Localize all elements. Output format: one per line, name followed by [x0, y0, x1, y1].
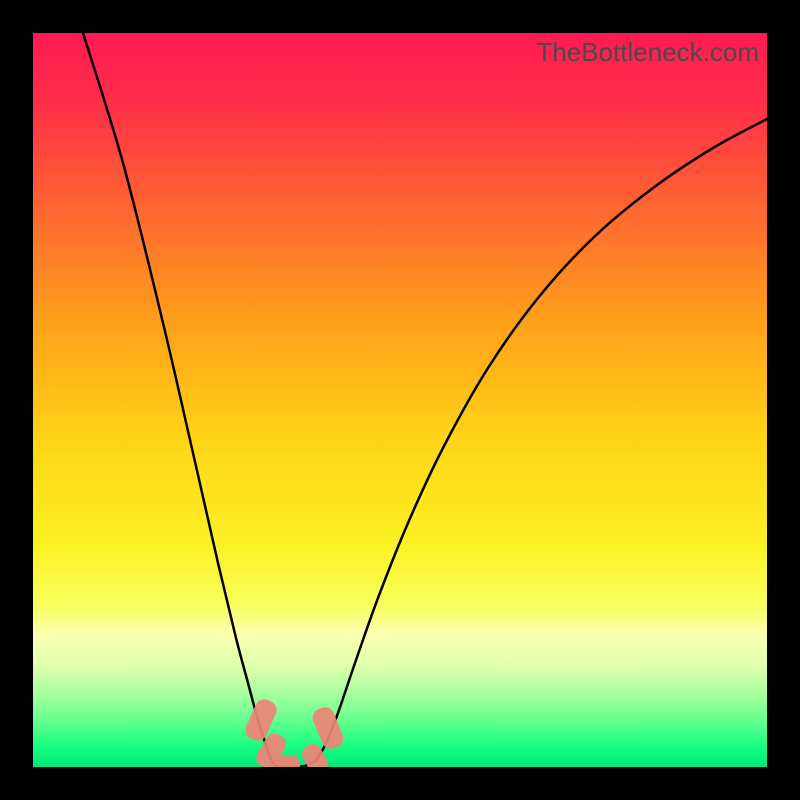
watermark-text: TheBottleneck.com [536, 37, 759, 68]
data-marker-2 [274, 755, 300, 767]
bottleneck-curve [83, 33, 767, 767]
chart-container: TheBottleneck.com [0, 0, 800, 800]
curve-layer [33, 33, 767, 767]
marker-group [242, 696, 346, 767]
plot-area: TheBottleneck.com [33, 33, 767, 767]
